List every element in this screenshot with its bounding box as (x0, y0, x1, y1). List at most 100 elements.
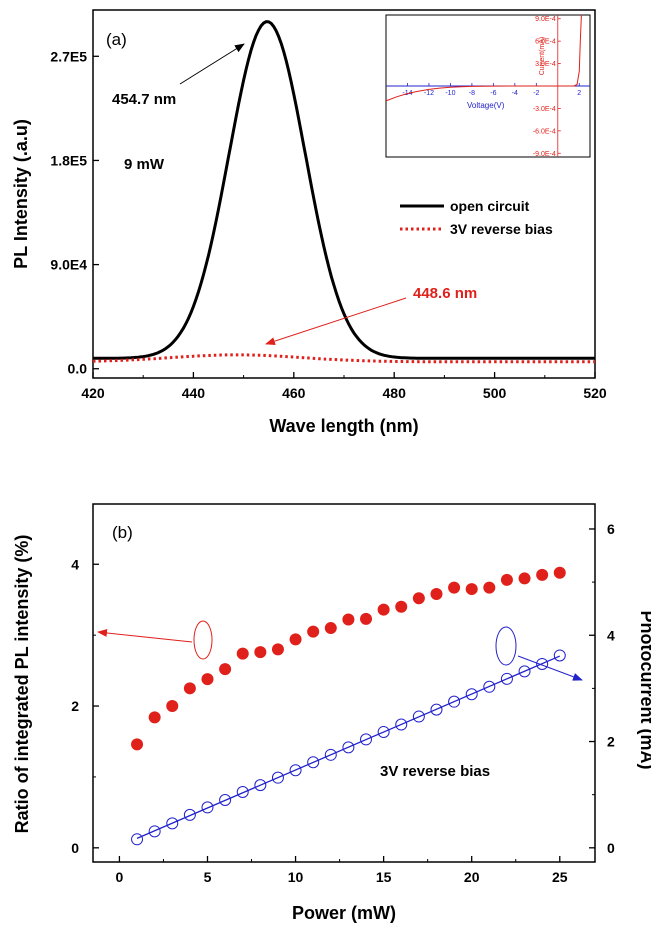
pl-ratio-point (430, 588, 443, 601)
blue-series-circle-indicator (495, 626, 517, 666)
pl-ratio-point (518, 572, 531, 585)
panel-a-label: (a) (106, 30, 127, 49)
panel-b-x-tick-label: 10 (288, 869, 304, 885)
panel-b-right-y-tick-label: 4 (607, 627, 615, 643)
panel-b-right-y-axis-label: Photocurrent (mA) (637, 611, 651, 770)
panel-a-ticks: 420 440 460 480 500 520 0.0 9.0E4 1.8E5 2.7E5 (50, 48, 606, 401)
pl-ratio-point (219, 663, 232, 676)
panel-a-legend: open circuit 3V reverse bias (400, 198, 553, 237)
panel-b-left-y-tick-label: 0 (71, 840, 79, 856)
pl-ratio-point (289, 633, 302, 646)
photocurrent-point (201, 801, 214, 814)
photocurrent-point (342, 741, 355, 754)
inset-x-tick-label: -12 (424, 90, 434, 97)
pl-ratio-point (307, 625, 320, 638)
panel-b-right-y-tick-label: 2 (607, 734, 615, 750)
peak-arrow-open-circuit (179, 43, 245, 85)
inset-y-tick-label: -6.0E-4 (533, 128, 556, 135)
panel-b-x-tick-label: 15 (376, 869, 392, 885)
pl-ratio-point (553, 566, 566, 579)
pl-ratio-point (183, 682, 196, 695)
inset-y-tick-label: 3.0E-4 (535, 61, 556, 68)
pl-ratio-point (271, 643, 284, 656)
open-circuit-curve (93, 20, 595, 360)
photocurrent-point (183, 808, 196, 821)
panel-a-x-tick-label: 420 (81, 385, 105, 401)
peak-arrow-reverse-bias (265, 297, 407, 345)
panel-b-x-tick-label: 0 (116, 869, 124, 885)
photocurrent-point (219, 793, 232, 806)
inset-x-tick-label: -2 (533, 90, 539, 97)
panel-b-data (131, 566, 566, 846)
photocurrent-point (500, 672, 513, 685)
panel-a-y-tick-label: 2.7E5 (50, 48, 87, 64)
power-label: 9 mW (124, 156, 165, 173)
photocurrent-point (553, 649, 566, 662)
photocurrent-point (360, 733, 373, 746)
panel-a-x-axis-label: Wave length (nm) (269, 416, 418, 436)
pl-ratio-point (483, 581, 496, 594)
pl-ratio-point (448, 581, 461, 594)
photocurrent-point (412, 710, 425, 723)
peak-label-reverse-bias: 448.6 nm (413, 285, 477, 302)
pl-ratio-point (236, 647, 249, 660)
panel-a: 420 440 460 480 500 520 0.0 9.0E4 1.8E5 2.7E5 (a)… (11, 9, 607, 436)
panel-b-x-tick-label: 5 (204, 869, 212, 885)
pl-ratio-point (360, 612, 373, 625)
panel-b-label: (b) (112, 523, 133, 542)
red-series-circle-indicator (193, 620, 213, 660)
photocurrent-point (377, 725, 390, 738)
inset-x-axis-label: Voltage(V) (467, 101, 505, 110)
reverse-bias-curve (92, 353, 595, 364)
photocurrent-point (395, 718, 408, 731)
photocurrent-point (307, 756, 320, 769)
inset-y-tick-label: 9.0E-4 (535, 16, 556, 23)
panel-a-y-tick-label: 9.0E4 (50, 257, 87, 273)
photocurrent-point (271, 771, 284, 784)
photocurrent-point (448, 695, 461, 708)
inset-iv-curve (385, 14, 582, 102)
panel-a-x-tick-label: 520 (583, 385, 607, 401)
legend-label-open-circuit: open circuit (450, 198, 530, 214)
pl-ratio-point (377, 603, 390, 616)
photocurrent-point (430, 703, 443, 716)
photocurrent-fit-line (136, 655, 561, 839)
panel-b-right-y-tick-label: 6 (607, 521, 615, 537)
reverse-bias-label: 3V reverse bias (380, 763, 490, 780)
panel-a-x-tick-label: 480 (383, 385, 407, 401)
panel-a-x-tick-label: 460 (282, 385, 306, 401)
photocurrent-point (166, 817, 179, 830)
panel-b-left-y-tick-label: 4 (71, 556, 79, 572)
photocurrent-point (483, 680, 496, 693)
photocurrent-point (518, 665, 531, 678)
pl-ratio-point (536, 568, 549, 581)
panel-b-frame (92, 503, 596, 863)
panel-b-x-tick-label: 25 (552, 869, 568, 885)
inset-y-tick-label: -9.0E-4 (533, 151, 556, 158)
panel-a-x-tick-label: 500 (483, 385, 507, 401)
panel-a-y-tick-label: 1.8E5 (50, 152, 87, 168)
pl-ratio-point (166, 700, 179, 713)
pl-ratio-point (131, 738, 144, 751)
pl-ratio-point (465, 583, 478, 596)
photocurrent-point (254, 779, 267, 792)
inset-y-axis-label: Current(mA) (539, 37, 546, 76)
panel-a-y-tick-label: 0.0 (68, 361, 88, 377)
peak-label-open-circuit: 454.7 nm (112, 91, 176, 108)
inset-x-tick-label: -4 (512, 90, 518, 97)
iv-inset: -14 -12 -10 -8 -6 -4 -2 29.0E-46.0E-43.0E-4-3.0… (385, 14, 591, 158)
pl-ratio-point (500, 573, 513, 586)
panel-a-curves (92, 20, 595, 364)
photocurrent-point (536, 657, 549, 670)
panel-b-left-y-tick-label: 2 (71, 698, 79, 714)
pl-ratio-point (324, 622, 337, 635)
panel-b-left-y-axis-label: Ratio of integrated PL intensity (%) (12, 535, 32, 834)
panel-a-x-tick-label: 440 (182, 385, 206, 401)
blue-series-arrow-right (517, 655, 583, 681)
photocurrent-point (324, 748, 337, 761)
inset-x-tick-label: -10 (445, 90, 455, 97)
photocurrent-point (465, 688, 478, 701)
panel-b-x-tick-label: 20 (464, 869, 480, 885)
panel-b-x-axis-label: Power (mW) (292, 903, 396, 923)
